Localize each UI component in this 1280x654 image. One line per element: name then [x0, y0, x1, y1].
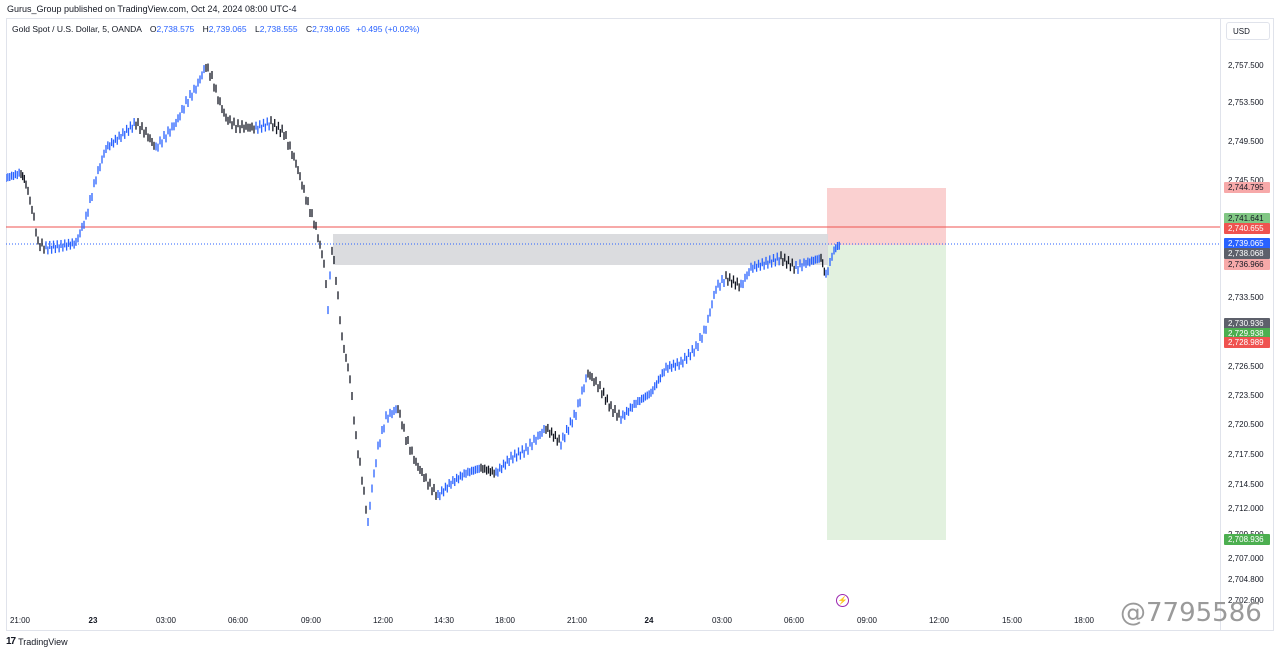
chart-frame[interactable]	[6, 18, 1274, 631]
low-label: L	[255, 24, 260, 34]
price-tick: 2,717.500	[1228, 450, 1264, 459]
price-tick: 2,707.000	[1228, 554, 1264, 563]
gray-level-tag: 2,730.936	[1224, 318, 1270, 329]
price-tick: 2,714.500	[1228, 480, 1264, 489]
price-tick: 2,726.500	[1228, 362, 1264, 371]
tv-logo-icon: 17	[6, 636, 16, 647]
time-tick: 06:00	[227, 616, 249, 625]
high-label: H	[202, 24, 209, 34]
top-bar: Gurus_Group published on TradingView.com…	[0, 0, 1280, 18]
low-value: 2,738.555	[259, 24, 298, 34]
chart-legend: Gold Spot / U.S. Dollar, 5, OANDA O2,738…	[12, 24, 420, 34]
zone-top-tag: 2,738.068	[1224, 248, 1270, 259]
price-tick: 2,704.800	[1228, 575, 1264, 584]
price-chart-canvas[interactable]	[6, 18, 1220, 631]
close-label: C	[305, 24, 313, 34]
take-profit-tag: 2,708.936	[1224, 534, 1270, 545]
time-tick: 14:30	[433, 616, 455, 625]
time-tick: 24	[644, 616, 654, 625]
lightning-icon[interactable]: ⚡	[836, 594, 849, 607]
time-tick: 09:00	[856, 616, 878, 625]
time-tick: 03:00	[155, 616, 177, 625]
price-tick: 2,753.500	[1228, 98, 1264, 107]
close-value: 2,739.065	[312, 24, 350, 34]
price-tick: 2,712.000	[1228, 504, 1264, 513]
price-tick: 2,745.500	[1228, 176, 1264, 185]
symbol-description: Gold Spot / U.S. Dollar, 5, OANDA	[12, 24, 142, 34]
zone-bottom-tag: 2,736.966	[1224, 259, 1270, 270]
supply-zone	[333, 234, 828, 265]
red-level-tag: 2,728.989	[1224, 337, 1270, 348]
stop-loss-tag: 2,744.795	[1224, 182, 1270, 193]
time-tick: 12:00	[372, 616, 394, 625]
high-value: 2,739.065	[208, 24, 247, 34]
price-axis-divider	[1220, 18, 1221, 631]
stop-loss-zone	[827, 188, 946, 245]
time-tick: 21:00	[9, 616, 31, 625]
time-tick: 03:00	[711, 616, 733, 625]
change-value: +0.495 (+0.02%)	[356, 24, 420, 34]
last-price-tag: 2,739.065	[1224, 238, 1270, 249]
price-tick: 2,723.500	[1228, 391, 1264, 400]
time-tick: 23	[88, 616, 98, 625]
price-tick: 2,749.500	[1228, 137, 1264, 146]
open-value: 2,738.575	[156, 24, 195, 34]
price-tick: 2,702.600	[1228, 596, 1264, 605]
time-tick: 18:00	[1073, 616, 1095, 625]
tradingview-logo: 17 TradingView	[6, 636, 68, 647]
time-tick: 09:00	[300, 616, 322, 625]
time-tick: 18:00	[494, 616, 516, 625]
time-tick: 12:00	[928, 616, 950, 625]
open-label: O	[149, 24, 157, 34]
time-tick: 15:00	[1001, 616, 1023, 625]
price-tick: 2,720.500	[1228, 420, 1264, 429]
time-tick: 06:00	[783, 616, 805, 625]
take-profit-zone	[827, 245, 946, 540]
logo-text: TradingView	[18, 636, 68, 647]
red-line-tag: 2,740.655	[1224, 223, 1270, 234]
price-tick: 2,757.500	[1228, 61, 1264, 70]
published-info: Gurus_Group published on TradingView.com…	[7, 4, 297, 14]
currency-selector[interactable]: USD	[1226, 22, 1270, 40]
time-tick: 21:00	[566, 616, 588, 625]
green-level-tag: 2,729.938	[1224, 328, 1270, 339]
watermark: @7795586	[1120, 598, 1262, 628]
price-tick: 2,733.500	[1228, 293, 1264, 302]
price-tag: 2,741.641	[1224, 213, 1270, 224]
